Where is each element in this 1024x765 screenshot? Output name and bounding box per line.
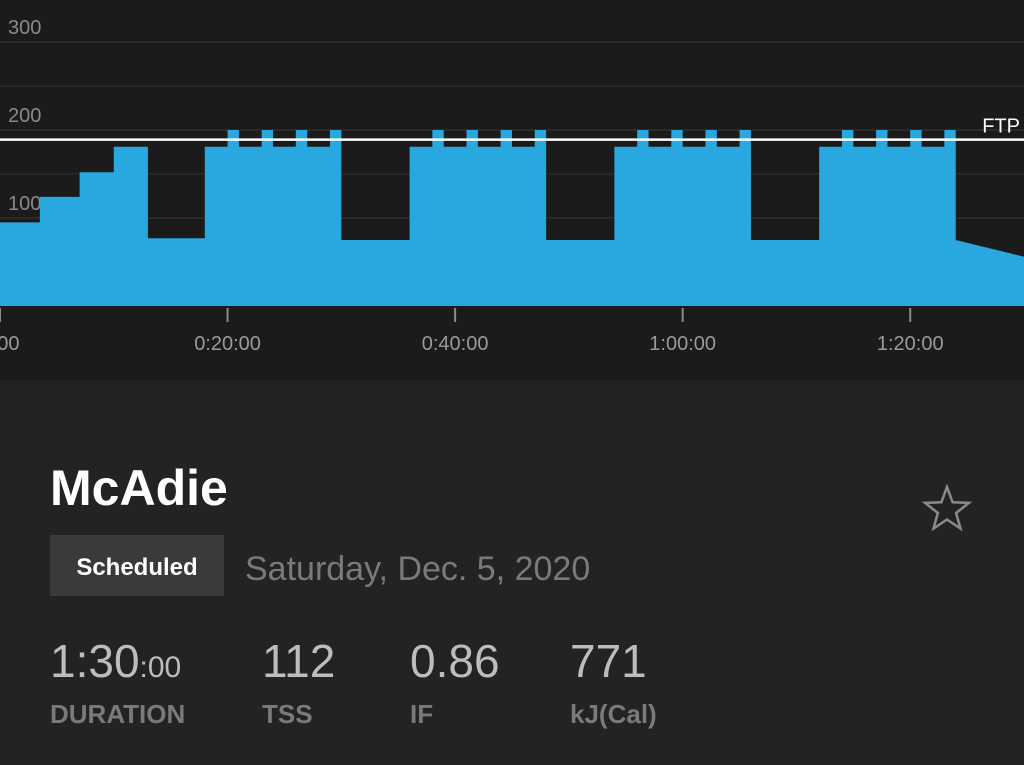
y-tick-label: 200 xyxy=(8,105,41,127)
workout-chart: 100 200 300 FTP 0:00 0:20:00 0:40:00 1:00:00 1:2… xyxy=(0,17,1024,355)
stat-value: 0.86 xyxy=(410,635,500,687)
stat-number: 112 xyxy=(262,635,335,687)
x-tick-label: 0:00 xyxy=(0,333,19,355)
stat-suffix: :00 xyxy=(140,651,182,684)
x-tick-label: 0:20:00 xyxy=(194,333,261,355)
x-tick-label: 1:00:00 xyxy=(649,333,716,355)
status-text: Scheduled xyxy=(76,554,197,581)
x-tick-label: 0:40:00 xyxy=(422,333,489,355)
x-tick-label: 1:20:00 xyxy=(877,333,944,355)
workout-title: McAdie xyxy=(50,460,228,516)
stat-label: kJ(Cal) xyxy=(570,699,657,729)
y-tick-label: 100 xyxy=(8,193,41,215)
power-area xyxy=(0,130,1024,306)
stat-label: DURATION xyxy=(50,699,185,729)
y-tick-label: 300 xyxy=(8,17,41,39)
status-badge xyxy=(50,535,224,596)
workout-date: Saturday, Dec. 5, 2020 xyxy=(245,550,590,588)
ftp-label: FTP xyxy=(982,116,1020,138)
stat-value: 771 xyxy=(570,635,647,687)
stat-label: IF xyxy=(410,699,433,729)
stat-number: 0.86 xyxy=(410,635,500,687)
favorite-star[interactable] xyxy=(921,483,973,532)
stat-number: 771 xyxy=(570,635,647,687)
stat-value: 1:30:00 xyxy=(50,635,181,687)
stat-label: TSS xyxy=(262,699,313,729)
stat-value: 112 xyxy=(262,635,335,687)
stat-number: 1:30 xyxy=(50,635,140,687)
stats: 1:30:00 DURATION 112 TSS 0.86 IF 771 kJ(Cal) xyxy=(50,635,657,729)
